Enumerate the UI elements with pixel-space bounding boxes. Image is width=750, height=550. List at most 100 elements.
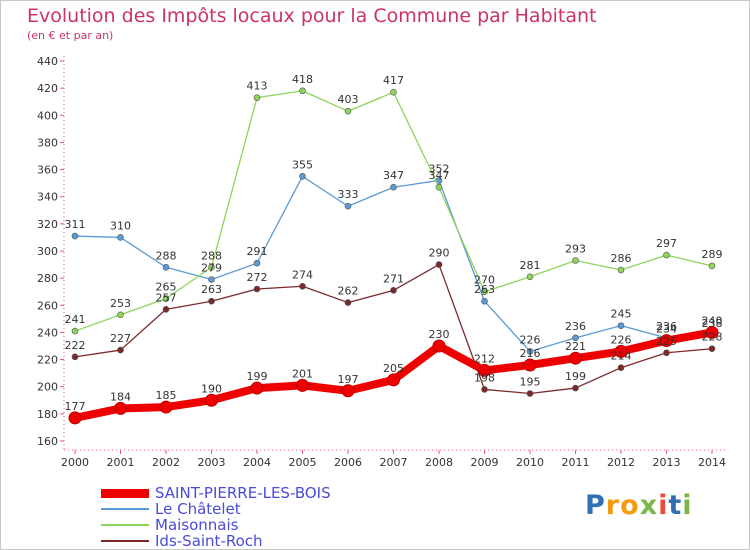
- data-label: 197: [338, 373, 359, 386]
- x-tick-label: 2009: [471, 456, 499, 469]
- y-tick-label: 220: [37, 354, 58, 367]
- data-label: 228: [702, 331, 723, 344]
- y-tick-label: 180: [37, 408, 58, 421]
- series-point-2: [208, 263, 215, 271]
- series-point-3: [481, 386, 488, 393]
- x-tick-label: 2010: [516, 456, 544, 469]
- series-point-2: [572, 257, 579, 264]
- x-tick-label: 2013: [653, 456, 681, 469]
- series-point-2: [526, 273, 534, 281]
- data-label: 214: [611, 350, 632, 363]
- series-point-3: [162, 306, 170, 313]
- series-point-0: [205, 393, 218, 407]
- legend-swatch: [101, 488, 149, 498]
- data-label: 333: [338, 188, 359, 201]
- data-label: 225: [656, 335, 677, 348]
- data-label: 177: [65, 400, 86, 413]
- series-point-3: [344, 299, 352, 306]
- series-point-3: [117, 346, 124, 354]
- y-tick-label: 380: [37, 136, 58, 149]
- data-label: 288: [201, 249, 222, 262]
- legend-item: Maisonnais: [101, 517, 331, 533]
- series-point-2: [299, 87, 306, 95]
- series-point-0: [660, 334, 673, 348]
- series-point-1: [162, 263, 170, 271]
- data-label: 226: [611, 333, 632, 346]
- data-label: 236: [656, 320, 677, 333]
- series-point-2: [390, 88, 397, 96]
- x-tick-label: 2014: [698, 456, 726, 469]
- x-tick-label: 2011: [562, 456, 590, 469]
- data-label: 413: [247, 80, 268, 93]
- y-tick-label: 260: [37, 299, 58, 312]
- data-label: 265: [156, 281, 177, 294]
- series-point-1: [481, 297, 488, 305]
- series-point-1: [208, 276, 215, 283]
- series-point-2: [435, 183, 443, 191]
- data-label: 286: [611, 252, 632, 265]
- data-label: 355: [292, 158, 313, 171]
- data-label: 311: [65, 218, 86, 231]
- legend-label: SAINT-PIERRE-LES-BOIS: [155, 484, 331, 502]
- logo-letter: P: [585, 490, 606, 521]
- legend-label: Ids-Saint-Roch: [155, 532, 263, 550]
- data-label: 190: [201, 382, 222, 395]
- data-label: 241: [65, 313, 86, 326]
- series-point-1: [617, 322, 625, 329]
- series-point-0: [114, 401, 127, 415]
- data-label: 274: [292, 268, 313, 281]
- data-label: 270: [474, 274, 495, 287]
- data-label: 230: [429, 328, 450, 341]
- y-tick-label: 160: [37, 435, 58, 448]
- logo-letter: t: [668, 490, 683, 521]
- x-tick-label: 2012: [607, 456, 635, 469]
- legend-label: Maisonnais: [155, 516, 239, 534]
- series-point-3: [299, 282, 306, 290]
- legend-item: SAINT-PIERRE-LES-BOIS: [101, 485, 331, 501]
- legend-swatch: [101, 508, 149, 510]
- series-point-2: [481, 288, 488, 296]
- series-point-3: [617, 364, 625, 372]
- series-point-3: [663, 349, 670, 357]
- data-label: 272: [247, 271, 268, 284]
- series-point-2: [617, 266, 625, 274]
- legend-item: Ids-Saint-Roch: [101, 533, 331, 549]
- series-point-0: [341, 384, 355, 398]
- y-tick-label: 300: [37, 245, 58, 258]
- series-point-0: [250, 381, 264, 395]
- data-label: 238: [702, 317, 723, 330]
- series-point-0: [478, 363, 491, 377]
- data-label: 418: [292, 73, 313, 86]
- data-label: 310: [110, 219, 131, 232]
- series-point-1: [526, 348, 534, 355]
- data-label: 289: [702, 248, 723, 261]
- data-label: 245: [611, 308, 632, 321]
- series-point-2: [162, 295, 170, 302]
- series-point-2: [708, 262, 716, 270]
- data-label: 198: [474, 371, 495, 384]
- data-label: 212: [474, 352, 495, 365]
- data-label: 184: [110, 390, 131, 403]
- chart-title: Evolution des Impôts locaux pour la Comm…: [27, 5, 597, 27]
- data-label: 279: [201, 262, 222, 275]
- series-point-3: [435, 261, 443, 268]
- series-point-3: [253, 285, 261, 293]
- logo-letter: i: [682, 490, 693, 521]
- data-label: 222: [65, 339, 86, 352]
- series-point-1: [253, 259, 261, 267]
- data-label: 297: [656, 237, 677, 250]
- x-tick-label: 2008: [425, 456, 453, 469]
- series-point-3: [708, 345, 716, 353]
- y-tick-label: 280: [37, 272, 58, 285]
- data-label: 221: [565, 340, 586, 353]
- series-point-2: [117, 311, 124, 319]
- series-point-3: [390, 287, 397, 294]
- series-point-0: [614, 344, 628, 358]
- y-tick-label: 340: [37, 191, 58, 204]
- chart-subtitle: (en € et par an): [27, 29, 114, 42]
- x-tick-label: 2004: [243, 456, 271, 469]
- data-label: 281: [520, 259, 541, 272]
- series-point-3: [71, 353, 79, 361]
- x-tick-label: 2000: [61, 456, 89, 469]
